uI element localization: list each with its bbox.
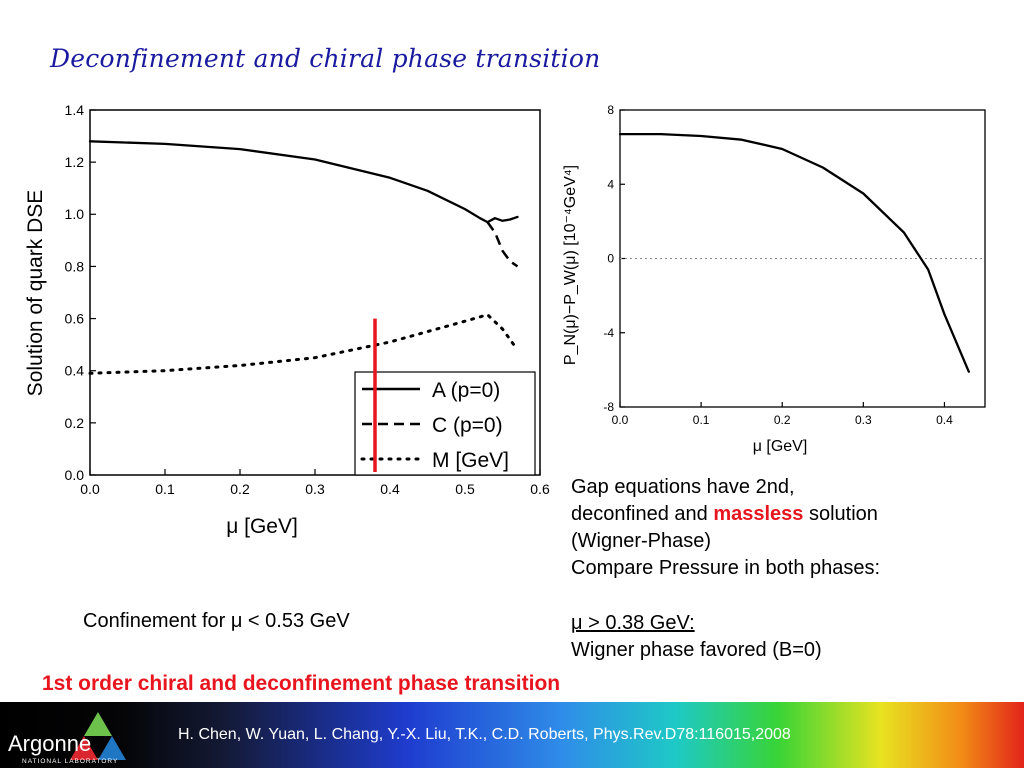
pressure-difference-chart: 0.0 0.1 0.2 0.3 0.4 -8 -4 0 4 8 μ [GeV] P_N(μ)−P_… <box>562 103 986 455</box>
legend: A (p=0) C (p=0) M [GeV] <box>354 371 536 476</box>
y-tick-label: 1.0 <box>65 206 85 222</box>
logo-triangle-blue <box>98 736 126 760</box>
y-tick-label: -4 <box>603 326 614 340</box>
x-tick-label: 0.2 <box>230 481 250 497</box>
x-tick-label: 0.4 <box>380 481 400 497</box>
wigner-favored: Wigner phase favored (B=0) <box>571 639 822 661</box>
y-tick-label: -8 <box>603 400 614 414</box>
y-axis-label: Solution of quark DSE <box>24 190 47 397</box>
y-tick-label: 0.4 <box>65 363 85 379</box>
x-tick-label: 0.0 <box>612 413 629 427</box>
series-line-a-p-0 <box>88 140 519 224</box>
y-tick-label: 0.0 <box>65 467 85 483</box>
wigner-phase-text: μ > 0.38 GeV: Wigner phase favored (B=0) <box>571 610 822 664</box>
argonne-logo: Argonne NATIONAL LABORATORY <box>8 712 126 765</box>
y-tick-label: 1.4 <box>65 102 85 118</box>
gap-line-4: Compare Pressure in both phases: <box>571 557 881 579</box>
x-tick-label: 0.5 <box>455 481 475 497</box>
mu-condition: μ > 0.38 GeV: <box>571 612 695 634</box>
x-tick-label: 0.0 <box>80 481 100 497</box>
legend-label-m: M [GeV] <box>432 449 509 472</box>
y-tick-label: 0.6 <box>65 310 85 326</box>
citation-text: H. Chen, W. Yuan, L. Chang, Y.-X. Liu, T… <box>178 726 791 743</box>
y-tick-label: 1.2 <box>65 154 85 170</box>
gap-line-3: (Wigner-Phase) <box>571 530 712 552</box>
logo-triangle-green <box>84 712 112 736</box>
y-tick-label: 4 <box>607 177 614 191</box>
legend-label-c: C (p=0) <box>432 414 503 437</box>
confinement-text: Confinement for μ < 0.53 GeV <box>83 610 350 632</box>
x-tick-label: 0.1 <box>693 413 710 427</box>
gap-line-2-prefix: deconfined and <box>571 503 714 525</box>
slide-title: Deconfinement and chiral phase transitio… <box>50 44 601 73</box>
y-tick-label: 8 <box>607 103 614 117</box>
x-tick-label: 0.6 <box>530 481 550 497</box>
gap-line-2: deconfined and massless solution <box>571 501 880 528</box>
gap-equation-text: Gap equations have 2nd, deconfined and m… <box>571 474 880 582</box>
y-axis-label: P_N(μ)−P_W(μ) [10⁻⁴GeV⁴] <box>562 165 579 365</box>
gap-line-2-suffix: solution <box>803 503 878 525</box>
logo-name: Argonne <box>8 731 91 756</box>
x-axis-label: μ [GeV] <box>226 515 298 538</box>
x-tick-label: 0.3 <box>305 481 325 497</box>
series-line-m-gev <box>88 313 519 375</box>
x-tick-label: 0.4 <box>936 413 953 427</box>
legend-label-a: A (p=0) <box>432 379 500 402</box>
logo-triangle-red <box>70 736 98 760</box>
series-line-c-p-0 <box>486 221 519 268</box>
gap-line-1: Gap equations have 2nd, <box>571 476 795 498</box>
logo-subtitle: NATIONAL LABORATORY <box>22 758 118 765</box>
y-tick-label: 0.2 <box>65 415 85 431</box>
series-line-pressure-difference <box>618 132 970 373</box>
headline-text: 1st order chiral and deconfinement phase… <box>42 672 561 695</box>
x-tick-label: 0.3 <box>855 413 872 427</box>
quark-dse-chart: 0.0 0.1 0.2 0.3 0.4 0.5 0.6 0.0 0.2 0.4 0.6 0.8 1.0 1… <box>24 102 550 538</box>
x-axis-label: μ [GeV] <box>753 438 808 455</box>
x-tick-label: 0.1 <box>155 481 175 497</box>
x-tick-label: 0.2 <box>774 413 791 427</box>
y-tick-label: 0 <box>607 252 614 266</box>
y-tick-label: 0.8 <box>65 258 85 274</box>
massless-highlight: massless <box>713 503 804 525</box>
footer-bar <box>0 702 1024 768</box>
